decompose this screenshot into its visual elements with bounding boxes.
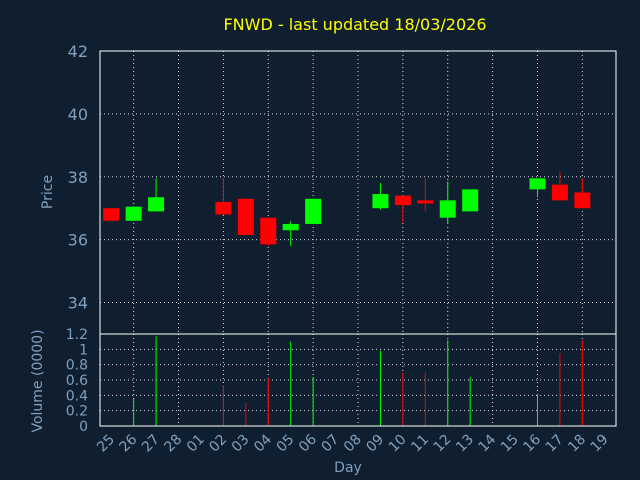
candle-body-up — [529, 178, 546, 190]
price-tick-label: 34 — [68, 294, 88, 313]
volume-axis-label: Volume (0000) — [30, 329, 46, 432]
volume-tick-label: 0.2 — [66, 404, 88, 420]
volume-bars — [133, 336, 583, 426]
candle-body-up — [439, 200, 456, 218]
candle-body-up — [148, 197, 165, 212]
price-axis-ticks: 34 36 38 40 42 — [68, 42, 88, 313]
x-tick-label: 11 — [408, 432, 432, 456]
x-tick-label: 19 — [588, 432, 612, 456]
x-tick-label: 09 — [363, 432, 387, 456]
x-tick-label: 18 — [565, 432, 589, 456]
candle-body-down — [237, 198, 254, 235]
x-tick-label: 27 — [139, 432, 163, 456]
candle-body-up — [372, 194, 389, 209]
price-tick-label: 40 — [68, 105, 88, 124]
price-axis-label: Price — [40, 175, 56, 209]
x-tick-label: 28 — [161, 432, 185, 456]
candle-body-up — [282, 223, 299, 231]
x-tick-label: 02 — [206, 432, 230, 456]
x-tick-label: 17 — [543, 432, 567, 456]
x-tick-label: 10 — [386, 432, 410, 456]
candle-body-down — [215, 201, 232, 215]
x-tick-label: 03 — [229, 432, 253, 456]
volume-tick-label: 0 — [79, 419, 88, 435]
candle-body-down — [394, 195, 411, 206]
candle-body-up — [125, 206, 142, 221]
x-tick-label: 16 — [520, 431, 544, 455]
candle-body-down — [103, 208, 120, 221]
x-tick-label: 15 — [498, 432, 522, 456]
volume-tick-label: 0.8 — [66, 358, 88, 374]
candle-body-down — [574, 192, 591, 209]
x-tick-label: 06 — [296, 431, 320, 455]
price-tick-label: 42 — [68, 42, 88, 61]
volume-grid — [100, 333, 616, 427]
volume-tick-label: 0.4 — [66, 388, 88, 404]
x-tick-label: 01 — [184, 432, 208, 456]
price-grid — [100, 50, 616, 334]
price-candles — [103, 172, 591, 246]
x-tick-label: 07 — [318, 432, 342, 456]
x-axis-ticks: 2526272801020304050607080910111213141516… — [94, 431, 611, 455]
chart-title: FNWD - last updated 18/03/2026 — [223, 15, 486, 34]
x-tick-label: 26 — [117, 431, 141, 455]
x-tick-label: 08 — [341, 432, 365, 456]
x-tick-label: 04 — [251, 431, 275, 455]
candle-body-down — [551, 184, 568, 201]
volume-tick-label: 1 — [79, 342, 88, 358]
x-tick-label: 25 — [94, 432, 118, 456]
price-tick-label: 36 — [68, 231, 88, 250]
volume-panel-frame — [99, 333, 617, 427]
x-axis-label: Day — [334, 460, 362, 476]
candle-body-up — [305, 198, 322, 224]
x-tick-label: 12 — [431, 432, 455, 456]
volume-tick-label: 1.2 — [66, 327, 88, 343]
x-tick-label: 13 — [453, 432, 477, 456]
candle-body-down — [260, 217, 277, 245]
x-tick-label: 05 — [274, 432, 298, 456]
price-tick-label: 38 — [68, 168, 88, 187]
x-tick-label: 14 — [476, 431, 500, 455]
volume-tick-label: 0.6 — [66, 373, 88, 389]
candle-body-up — [462, 189, 479, 212]
candle-body-down — [417, 200, 434, 204]
volume-axis-ticks: 00.20.40.60.811.2 — [66, 327, 88, 435]
